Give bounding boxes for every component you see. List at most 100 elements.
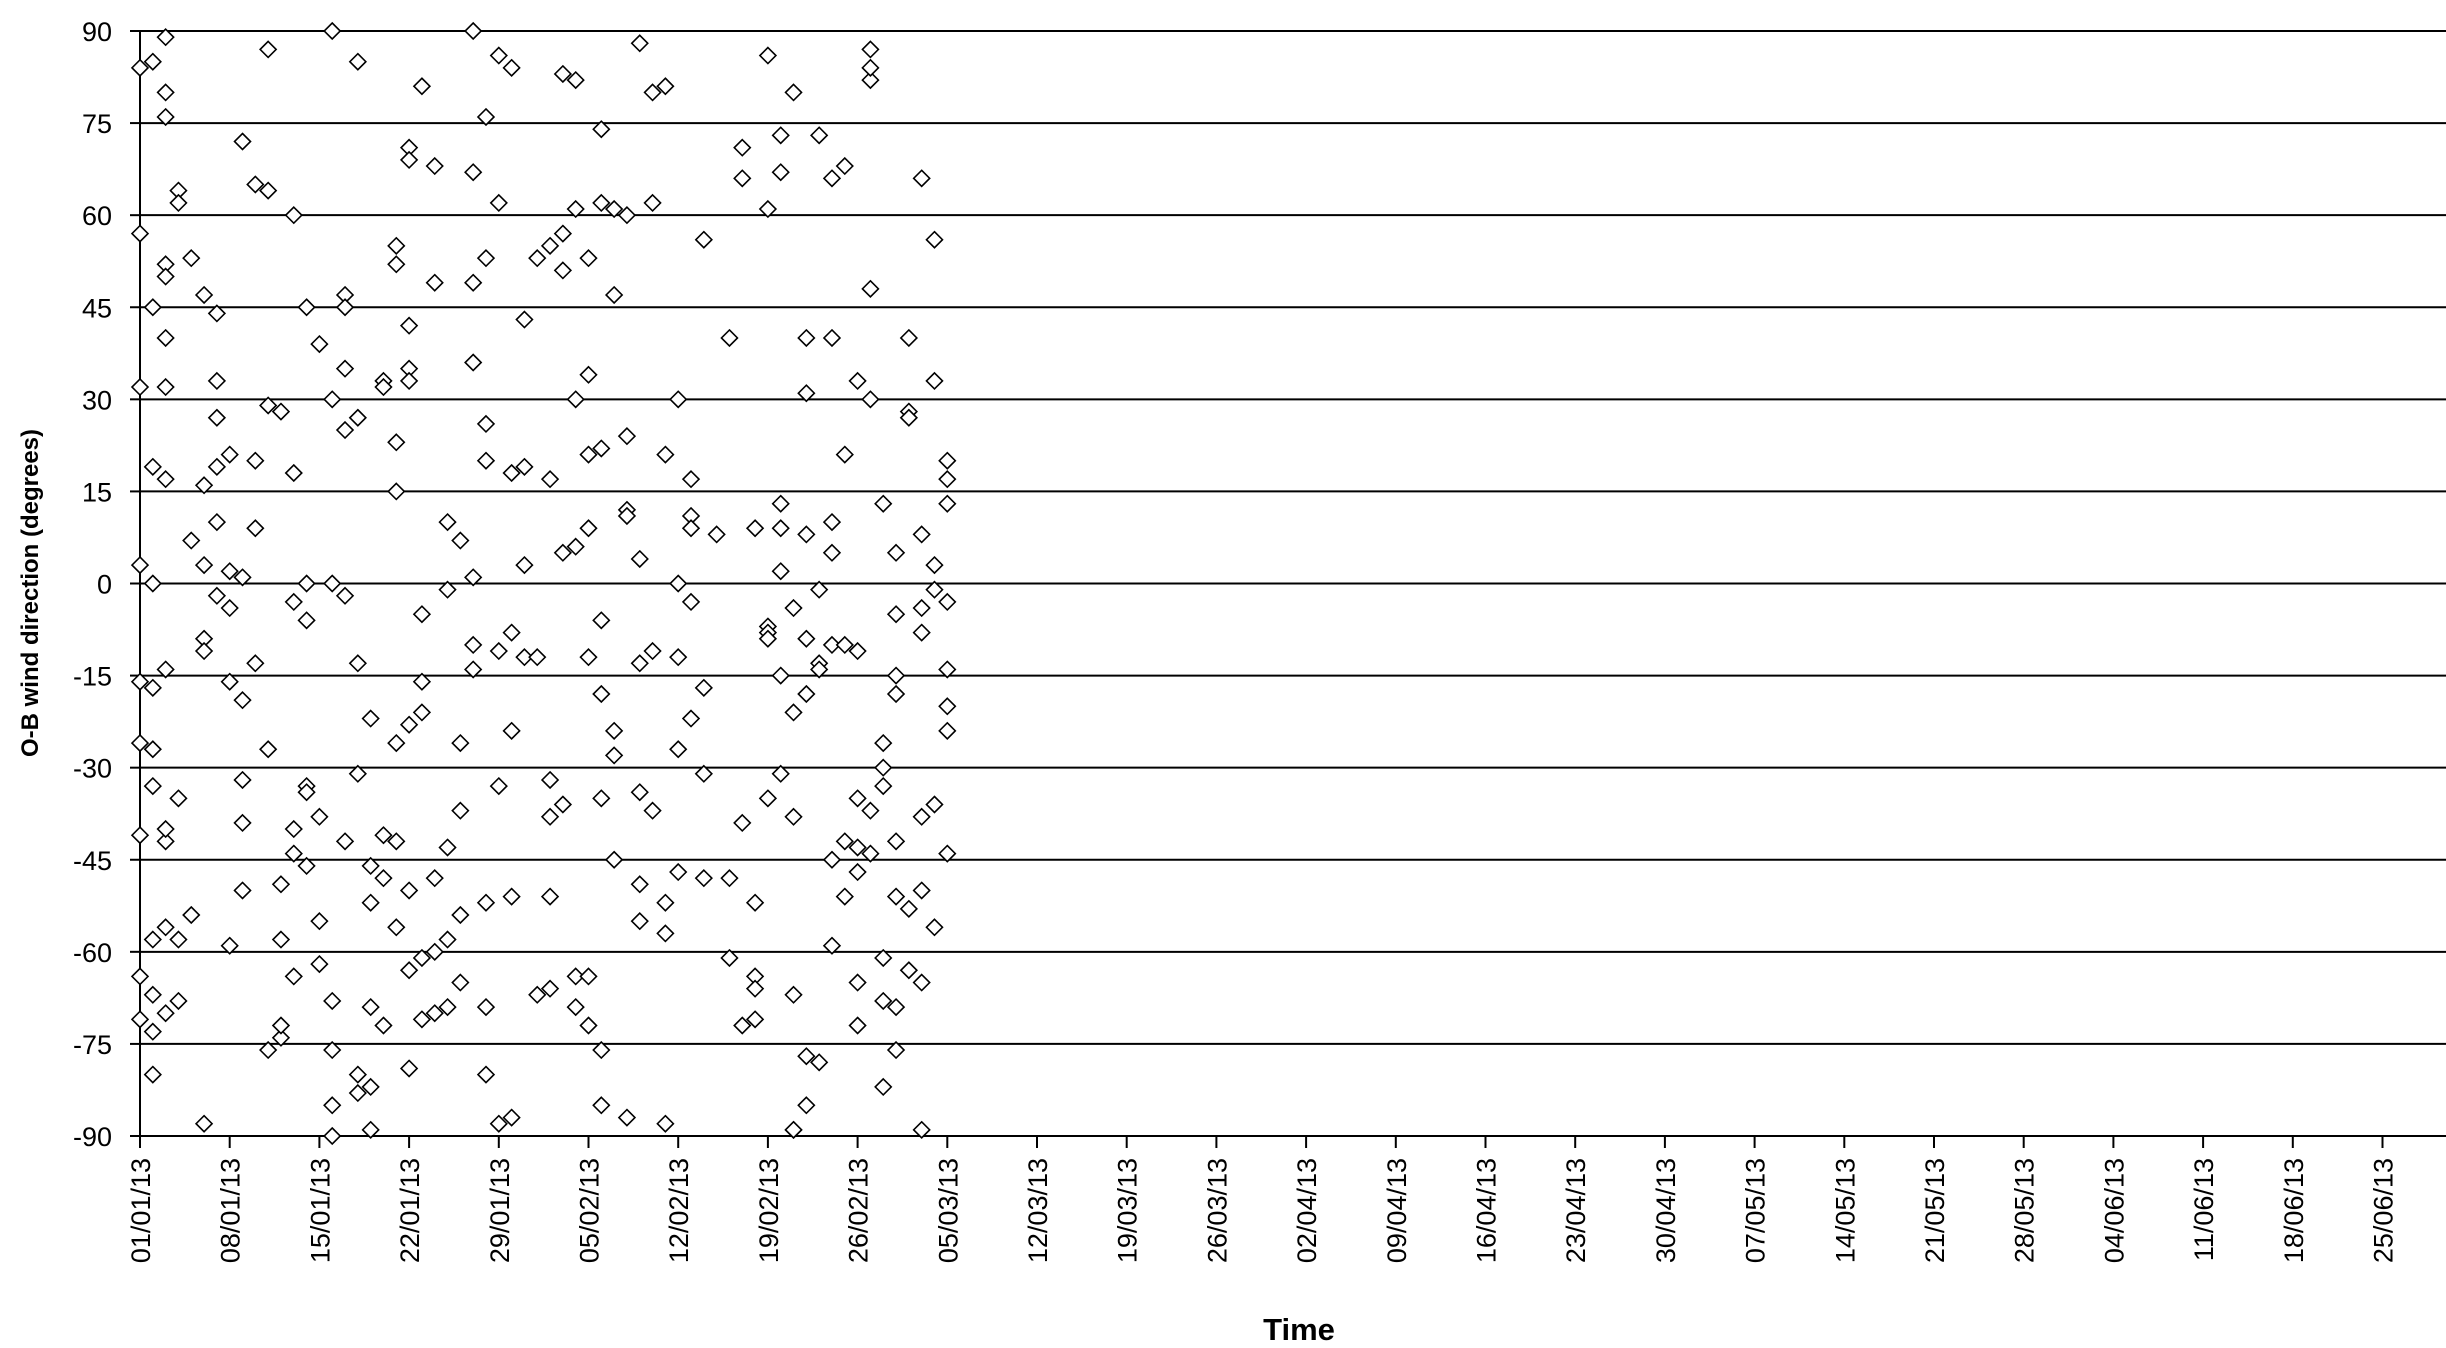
data-point: [861, 844, 880, 863]
data-point: [617, 1108, 637, 1127]
data-point: [771, 163, 790, 182]
data-point: [246, 654, 265, 673]
data-point: [758, 789, 778, 808]
data-point: [566, 70, 585, 90]
data-point: [387, 236, 406, 255]
data-point: [284, 819, 303, 839]
data-point: [515, 457, 534, 476]
data-point: [566, 967, 585, 986]
data-point: [912, 169, 931, 188]
data-point: [848, 371, 867, 391]
data-point: [297, 783, 316, 802]
data-point: [464, 163, 483, 182]
data-point: [451, 801, 470, 820]
x-axis-ticks: 01/01/13 08/01/13 15/01/13 22/01/13 29/01/13…: [126, 1136, 2399, 1263]
data-point: [745, 519, 765, 538]
data-point: [438, 512, 457, 532]
data-point: [143, 457, 162, 476]
data-point: [130, 826, 150, 845]
data-point: [425, 156, 444, 176]
data-point: [194, 641, 214, 661]
data-point: [130, 555, 150, 575]
y-tick-label: 75: [82, 109, 112, 139]
data-point: [848, 838, 867, 857]
x-tick-label: 15/01/13: [305, 1158, 335, 1263]
data-point: [182, 531, 201, 550]
data-point: [399, 150, 419, 170]
data-point: [528, 985, 547, 1004]
data-point: [335, 359, 355, 378]
y-tick-label: 0: [97, 570, 112, 600]
data-point: [476, 893, 496, 912]
data-point: [207, 457, 227, 476]
data-point: [502, 58, 521, 77]
data-point: [143, 52, 162, 71]
data-point: [553, 64, 573, 84]
data-point: [130, 377, 150, 397]
data-point: [271, 1016, 291, 1035]
data-point: [156, 660, 175, 679]
data-point: [592, 789, 611, 808]
data-point: [361, 1120, 380, 1139]
data-point: [643, 83, 662, 102]
data-point: [130, 672, 150, 691]
data-point: [284, 463, 303, 483]
data-point: [412, 703, 432, 722]
data-point: [861, 801, 880, 820]
data-point: [669, 862, 688, 882]
x-tick-label: 14/05/13: [1830, 1158, 1860, 1263]
data-point: [348, 52, 367, 71]
x-tick-label: 12/03/13: [1023, 1158, 1053, 1263]
data-point: [745, 893, 765, 912]
data-point: [169, 930, 188, 949]
data-point: [464, 21, 483, 41]
data-point: [425, 273, 444, 292]
data-point: [720, 869, 739, 888]
data-point: [617, 506, 637, 526]
data-point: [886, 666, 906, 685]
data-point: [143, 740, 162, 759]
y-tick-label: -75: [73, 1030, 112, 1060]
data-point: [233, 881, 252, 900]
data-point: [412, 77, 432, 96]
data-point: [656, 893, 675, 912]
data-point: [399, 316, 419, 335]
data-point: [323, 1096, 342, 1115]
data-point: [604, 285, 624, 305]
x-axis-title: Time: [1263, 1312, 1335, 1347]
data-point: [643, 801, 662, 820]
data-point: [438, 930, 457, 949]
data-point: [348, 764, 367, 783]
data-point: [335, 586, 355, 605]
data-point: [233, 770, 252, 790]
data-point: [143, 1022, 162, 1041]
data-point: [784, 703, 803, 722]
data-point: [130, 58, 150, 77]
data-point: [271, 875, 291, 894]
data-point: [886, 605, 906, 624]
x-tick-label: 30/04/13: [1651, 1158, 1681, 1263]
y-tick-label: 30: [82, 385, 112, 415]
data-point: [669, 574, 688, 593]
data-point: [515, 648, 534, 667]
data-point: [912, 881, 931, 900]
data-point: [630, 783, 649, 802]
data-point: [233, 691, 252, 710]
data-point: [822, 936, 842, 955]
data-point: [604, 746, 624, 765]
data-point: [207, 586, 227, 605]
x-tick-label: 23/04/13: [1561, 1158, 1591, 1263]
data-point: [592, 1096, 611, 1115]
data-point: [387, 733, 406, 753]
data-point: [540, 979, 560, 998]
data-point: [387, 255, 406, 274]
x-tick-label: 21/05/13: [1920, 1158, 1950, 1263]
data-point: [874, 733, 893, 753]
data-point: [938, 451, 957, 470]
data-point: [259, 181, 278, 200]
data-point: [617, 427, 637, 446]
data-point: [822, 512, 842, 532]
data-point: [412, 672, 432, 691]
data-point: [643, 193, 662, 213]
